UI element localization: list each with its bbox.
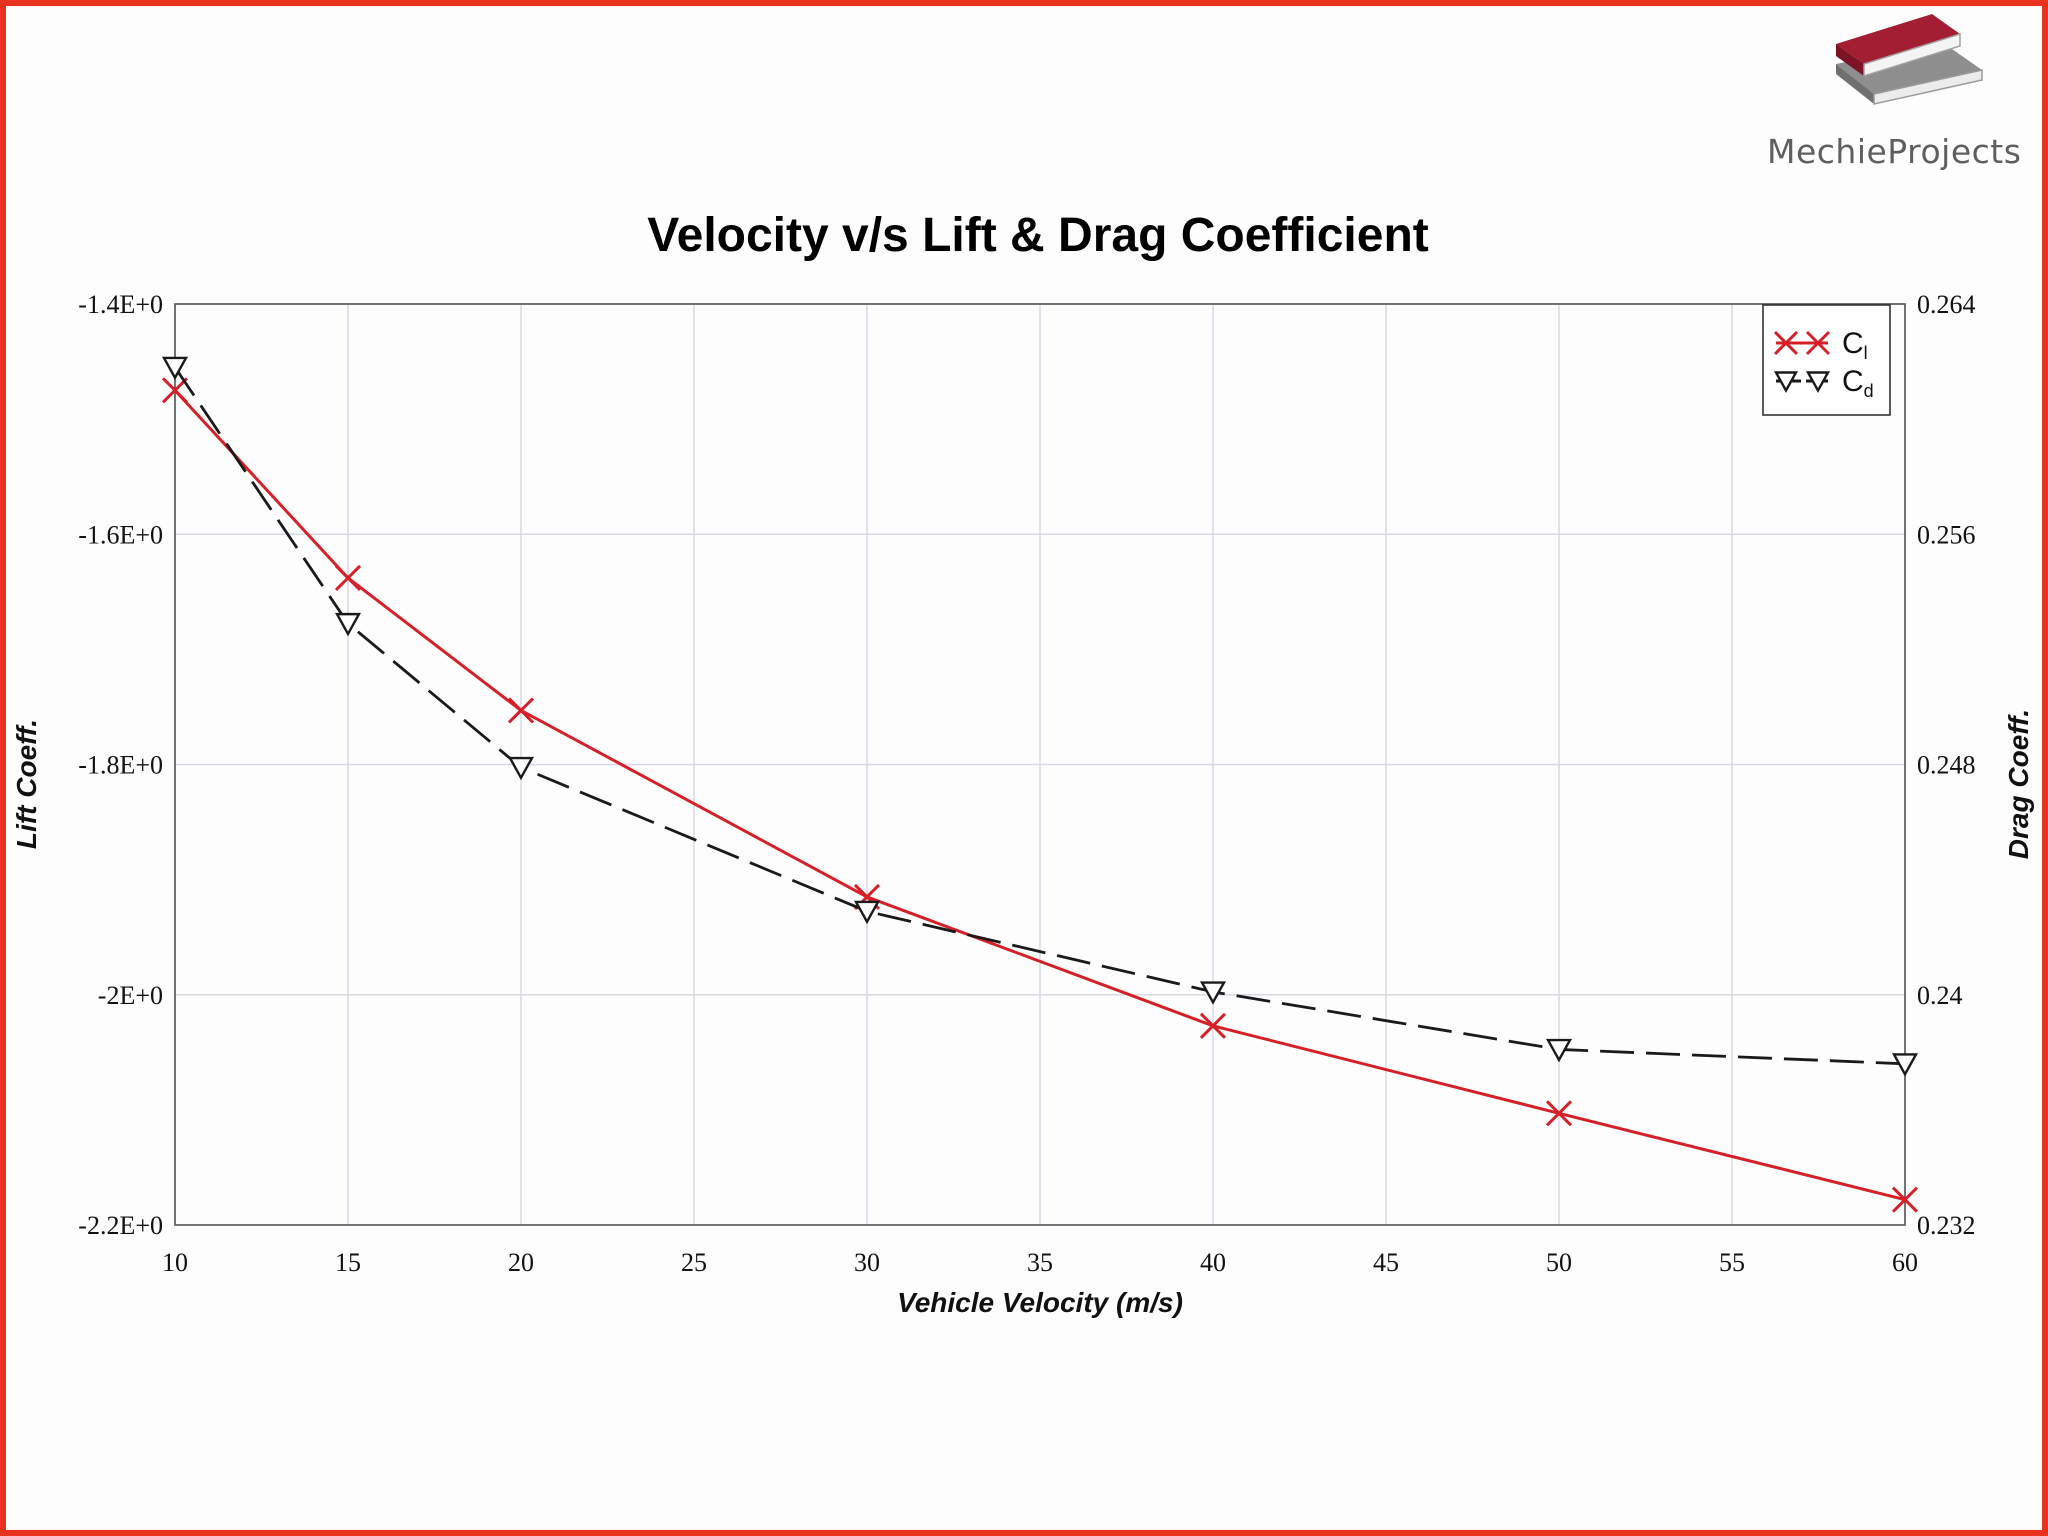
legend-item-Cl: Cl <box>1773 327 1868 363</box>
x-tick-label: 35 <box>1027 1248 1053 1277</box>
y-left-tick-label: -1.4E+0 <box>78 290 163 319</box>
series-layer <box>161 356 1919 1213</box>
x-tick-label: 55 <box>1719 1248 1745 1277</box>
x-tick-label: 25 <box>681 1248 707 1277</box>
legend-label: Cd <box>1842 365 1874 401</box>
y-left-axis-label: Lift Coeff. <box>11 719 42 849</box>
x-tick-label: 50 <box>1546 1248 1572 1277</box>
chart-title: Velocity v/s Lift & Drag Coefficient <box>647 209 1429 262</box>
x-tick-label: 15 <box>335 1248 361 1277</box>
y-left-tick-label: -1.6E+0 <box>78 520 163 549</box>
x-tick-label: 60 <box>1892 1248 1918 1277</box>
y-right-tick-label: 0.264 <box>1917 290 1976 319</box>
y-right-tick-label: 0.232 <box>1917 1211 1976 1240</box>
data-point-marker <box>161 356 189 381</box>
y-left-tick-label: -2.2E+0 <box>78 1211 163 1240</box>
x-tick-label: 10 <box>162 1248 188 1277</box>
legend-marker <box>1805 330 1831 356</box>
x-axis-label: Vehicle Velocity (m/s) <box>897 1287 1183 1318</box>
y-right-tick-label: 0.256 <box>1917 520 1976 549</box>
legend-label: Cl <box>1842 327 1868 363</box>
data-point-marker <box>334 564 362 592</box>
y-left-tick-label: -1.8E+0 <box>78 751 163 780</box>
x-tick-label: 40 <box>1200 1248 1226 1277</box>
legend-box <box>1762 304 1891 416</box>
book-logo-icon <box>1836 14 1983 105</box>
series-Cd <box>161 356 1919 1077</box>
legend-marker <box>1773 371 1799 393</box>
x-tick-labels: 10 15 20 25 30 35 40 45 50 55 60 <box>162 1248 1918 1277</box>
data-point-marker <box>1199 981 1227 1005</box>
data-point-marker <box>507 697 535 724</box>
y-right-axis-label: Drag Coeff. <box>2003 709 2034 859</box>
y-right-tick-label: 0.248 <box>1917 751 1976 780</box>
data-point-marker <box>334 612 362 637</box>
y-left-tick-label: -2E+0 <box>98 981 163 1010</box>
data-point-marker <box>853 900 881 925</box>
x-tick-label: 30 <box>854 1248 880 1277</box>
data-point-marker <box>1891 1186 1919 1213</box>
x-tick-label: 45 <box>1373 1248 1399 1277</box>
y-right-tick-labels: 0.264 0.256 0.248 0.24 0.232 <box>1917 290 1976 1240</box>
data-point-marker <box>1199 1012 1227 1039</box>
grid-lines <box>174 303 1906 1226</box>
y-left-tick-labels: -1.4E+0 -1.6E+0 -1.8E+0 -2E+0 -2.2E+0 <box>78 290 163 1240</box>
data-point-marker <box>1545 1100 1573 1127</box>
data-point-marker <box>507 756 535 781</box>
data-point-marker <box>161 377 189 404</box>
x-tick-label: 20 <box>508 1248 534 1277</box>
data-point-marker <box>1545 1038 1573 1063</box>
data-point-marker <box>1891 1053 1919 1077</box>
y-right-tick-label: 0.24 <box>1917 981 1963 1010</box>
plot-area-border <box>174 303 1906 1226</box>
brand-name: MechieProjects <box>1767 132 2022 171</box>
legend-marker <box>1805 371 1831 393</box>
legend-marker <box>1773 330 1799 356</box>
legend-item-Cd: Cd <box>1773 365 1874 401</box>
